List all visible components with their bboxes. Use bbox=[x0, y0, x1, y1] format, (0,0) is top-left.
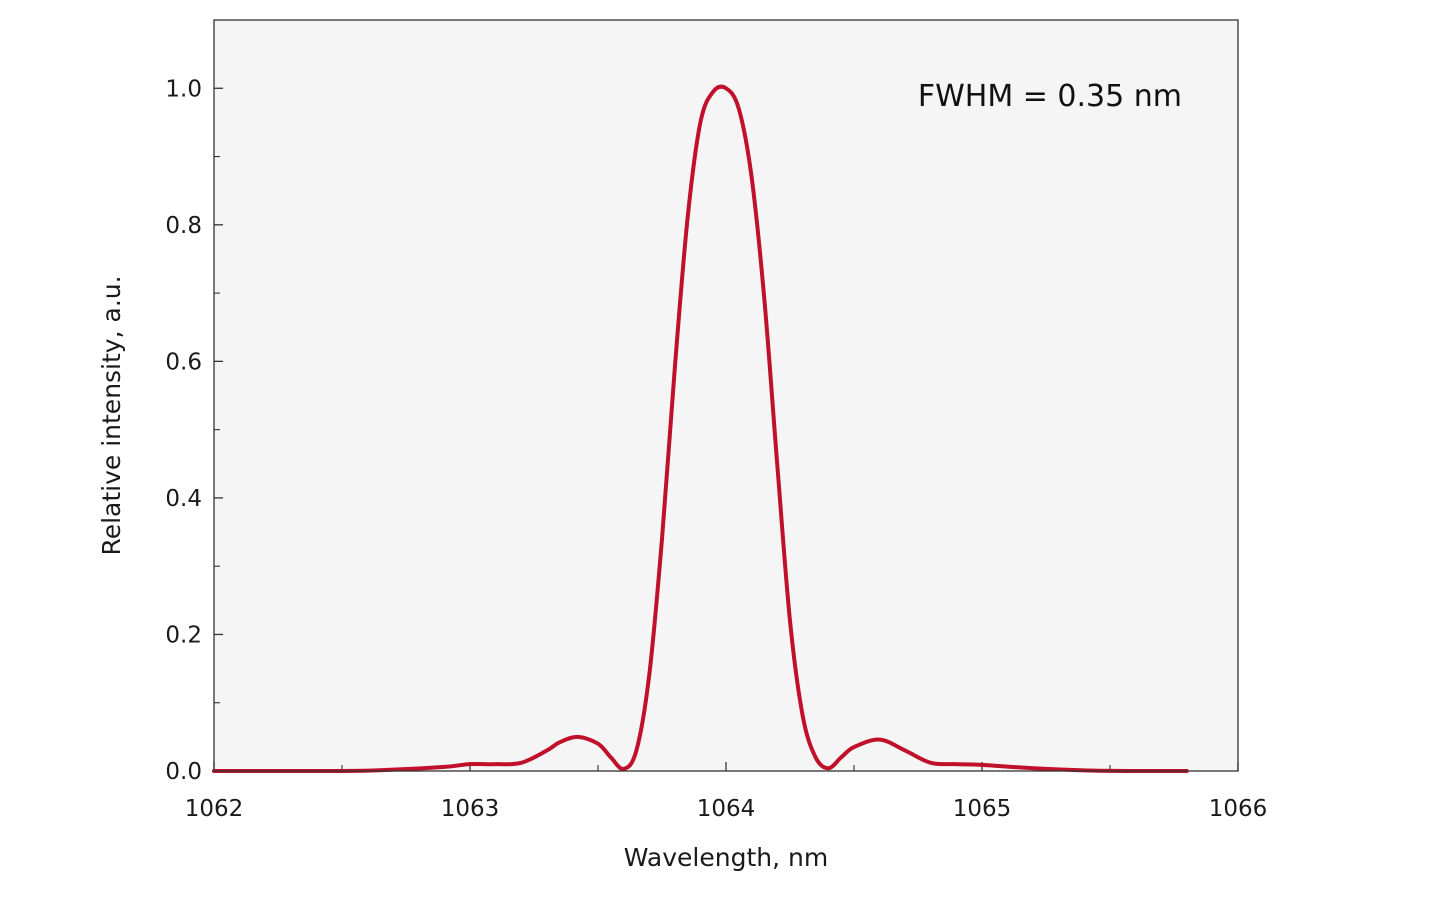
data-point bbox=[801, 715, 804, 718]
data-point bbox=[853, 746, 856, 749]
data-point bbox=[699, 121, 702, 124]
data-point bbox=[1032, 767, 1035, 770]
data-point bbox=[929, 761, 932, 764]
fwhm-annotation: FWHM = 0.35 nm bbox=[918, 79, 1182, 114]
data-point bbox=[814, 756, 817, 759]
series-line bbox=[212, 84, 1189, 774]
data-point bbox=[443, 765, 446, 768]
series-layer bbox=[212, 84, 1189, 774]
data-point bbox=[494, 763, 497, 766]
data-point bbox=[469, 763, 472, 766]
data-point bbox=[661, 537, 664, 540]
data-point bbox=[750, 176, 753, 179]
data-point bbox=[776, 462, 779, 465]
x-tick-label: 1063 bbox=[441, 796, 500, 822]
data-point bbox=[712, 90, 715, 93]
y-axis-title: Relative intensity, a.u. bbox=[97, 275, 126, 555]
data-point bbox=[840, 756, 843, 759]
data-point bbox=[648, 674, 651, 677]
data-point bbox=[955, 763, 958, 766]
data-point bbox=[597, 742, 600, 745]
data-point bbox=[622, 767, 625, 770]
data-point bbox=[878, 738, 881, 741]
data-point bbox=[904, 749, 907, 752]
data-point bbox=[725, 87, 728, 90]
data-point bbox=[981, 763, 984, 766]
plot-frame bbox=[213, 19, 1239, 772]
x-tick-labels: 1062 1063 1064 1065 1066 bbox=[185, 796, 1268, 822]
data-point bbox=[737, 107, 740, 110]
x-tick-label: 1064 bbox=[697, 796, 756, 822]
data-point bbox=[576, 735, 579, 738]
y-tick-label: 0.0 bbox=[165, 759, 202, 785]
x-tick-label: 1066 bbox=[1209, 796, 1268, 822]
x-axis-title: Wavelength, nm bbox=[624, 843, 828, 872]
y-tick-label: 0.6 bbox=[165, 349, 202, 375]
data-point bbox=[789, 619, 792, 622]
x-tick-label: 1062 bbox=[185, 796, 244, 822]
plot-area bbox=[214, 20, 1238, 771]
y-tick-label: 0.4 bbox=[165, 486, 202, 512]
data-point bbox=[763, 298, 766, 301]
y-tick-label: 0.2 bbox=[165, 622, 202, 648]
data-point bbox=[673, 367, 676, 370]
data-point bbox=[686, 216, 689, 219]
x-tick-label: 1065 bbox=[953, 796, 1012, 822]
data-point bbox=[545, 749, 548, 752]
y-tick-labels: 0.0 0.2 0.4 0.6 0.8 1.0 bbox=[165, 76, 202, 785]
data-point bbox=[635, 749, 638, 752]
data-point bbox=[827, 767, 830, 770]
data-point bbox=[558, 741, 561, 744]
data-point bbox=[520, 761, 523, 764]
y-tick-label: 1.0 bbox=[165, 76, 202, 102]
y-tick-label: 0.8 bbox=[165, 213, 202, 239]
data-point bbox=[609, 756, 612, 759]
